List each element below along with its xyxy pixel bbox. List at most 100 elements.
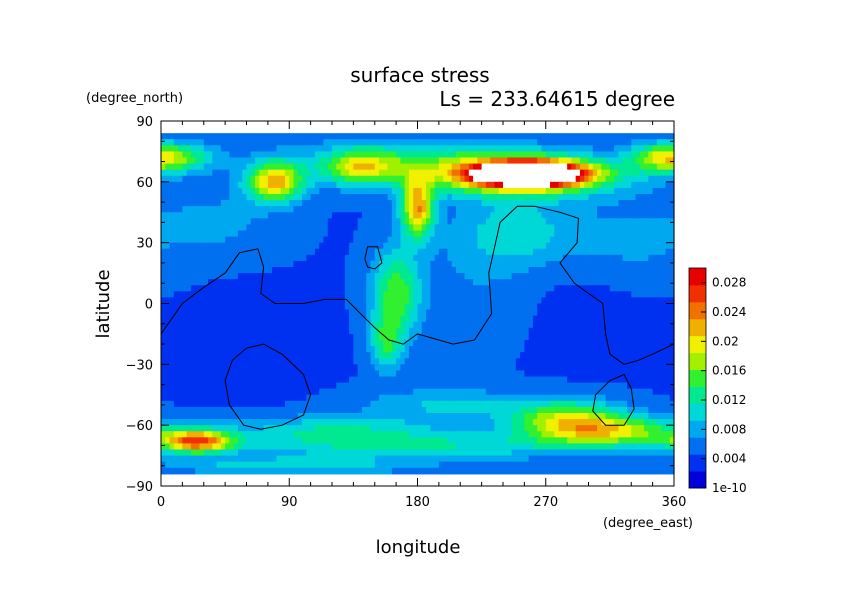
heatmap-cell	[447, 279, 453, 286]
heatmap-cell	[524, 340, 530, 347]
heatmap-cell	[447, 133, 453, 140]
heatmap-cell	[579, 242, 585, 250]
heatmap-cell	[434, 187, 440, 195]
heatmap-cell	[592, 175, 598, 183]
heatmap-cell	[584, 346, 590, 353]
heatmap-cell	[336, 279, 342, 286]
heatmap-cell	[190, 175, 196, 183]
heatmap-cell	[426, 212, 431, 219]
heatmap-cell	[614, 315, 620, 323]
heatmap-cell	[242, 133, 248, 140]
heatmap-cell	[400, 169, 406, 177]
heatmap-cell	[464, 151, 470, 159]
heatmap-cell	[387, 315, 393, 323]
heatmap-cell	[494, 133, 500, 140]
heatmap-cell	[524, 291, 530, 299]
heatmap-cell	[644, 260, 649, 268]
heatmap-cell	[229, 285, 235, 292]
heatmap-cell	[293, 175, 299, 183]
heatmap-cell	[601, 321, 607, 329]
heatmap-cell	[485, 181, 491, 189]
heatmap-cell	[220, 327, 226, 335]
heatmap-cell	[272, 169, 278, 177]
heatmap-cell	[460, 370, 466, 378]
heatmap-cell	[669, 285, 675, 292]
heatmap-cell	[498, 157, 504, 165]
heatmap-cell	[246, 236, 252, 244]
heatmap-cell	[225, 151, 231, 159]
heatmap-cell	[597, 157, 602, 165]
heatmap-cell	[430, 242, 436, 250]
heatmap-cell	[417, 364, 423, 372]
heatmap-cell	[361, 151, 367, 159]
heatmap-cell	[199, 224, 205, 232]
heatmap-cell	[225, 242, 231, 250]
heatmap-cell	[490, 157, 496, 165]
heatmap-cell	[614, 309, 620, 317]
heatmap-cell	[537, 236, 543, 244]
heatmap-cell	[503, 139, 508, 146]
heatmap-cell	[289, 285, 295, 292]
heatmap-cell	[417, 273, 423, 280]
heatmap-cell	[195, 352, 201, 359]
heatmap-cell	[550, 133, 555, 140]
heatmap-cell	[190, 242, 196, 250]
heatmap-cell	[468, 273, 474, 280]
heatmap-cell	[357, 151, 363, 159]
heatmap-cell	[618, 370, 624, 378]
heatmap-cell	[579, 230, 585, 238]
heatmap-cell	[575, 279, 581, 286]
heatmap-cell	[631, 230, 637, 238]
heatmap-cell	[374, 145, 380, 153]
heatmap-cell	[644, 242, 649, 250]
heatmap-cell	[443, 297, 449, 305]
heatmap-cell	[323, 340, 329, 347]
heatmap-cell	[481, 340, 487, 347]
heatmap-cell	[562, 260, 568, 268]
heatmap-cell	[477, 187, 483, 195]
heatmap-cell	[473, 333, 478, 341]
heatmap-cell	[635, 224, 641, 232]
heatmap-cell	[276, 145, 282, 153]
heatmap-cell	[366, 157, 372, 165]
heatmap-cell	[250, 206, 256, 213]
heatmap-cell	[575, 364, 581, 372]
heatmap-cell	[327, 194, 333, 201]
heatmap-cell	[229, 157, 235, 165]
heatmap-cell	[498, 163, 504, 171]
heatmap-cell	[361, 333, 367, 341]
heatmap-cell	[571, 236, 577, 244]
heatmap-cell	[614, 230, 620, 238]
heatmap-cell	[349, 273, 354, 280]
heatmap-cell	[652, 163, 658, 171]
heatmap-cell	[220, 364, 226, 372]
heatmap-cell	[417, 248, 423, 256]
heatmap-cell	[203, 382, 209, 390]
heatmap-cell	[485, 321, 491, 329]
heatmap-cell	[622, 145, 628, 153]
heatmap-cell	[340, 187, 346, 195]
heatmap-cell	[332, 358, 337, 365]
heatmap-cell	[665, 327, 671, 335]
heatmap-cell	[661, 145, 667, 153]
heatmap-cell	[396, 242, 402, 250]
heatmap-cell	[541, 224, 547, 232]
heatmap-cell	[344, 212, 350, 219]
heatmap-cell	[161, 333, 166, 341]
heatmap-cell	[199, 376, 205, 384]
heatmap-cell	[280, 157, 286, 165]
heatmap-cell	[208, 291, 213, 299]
y-units-label: (degree_north)	[86, 91, 183, 106]
heatmap-cell	[626, 303, 632, 311]
heatmap-cell	[648, 340, 654, 347]
heatmap-cell	[421, 254, 427, 262]
heatmap-cell	[503, 230, 508, 238]
heatmap-cell	[430, 224, 436, 232]
heatmap-cell	[400, 279, 406, 286]
heatmap-cell	[571, 133, 577, 140]
heatmap-cell	[357, 230, 363, 238]
heatmap-cell	[575, 212, 581, 219]
heatmap-cell	[306, 358, 312, 365]
heatmap-cell	[327, 230, 333, 238]
heatmap-cell	[310, 139, 316, 146]
